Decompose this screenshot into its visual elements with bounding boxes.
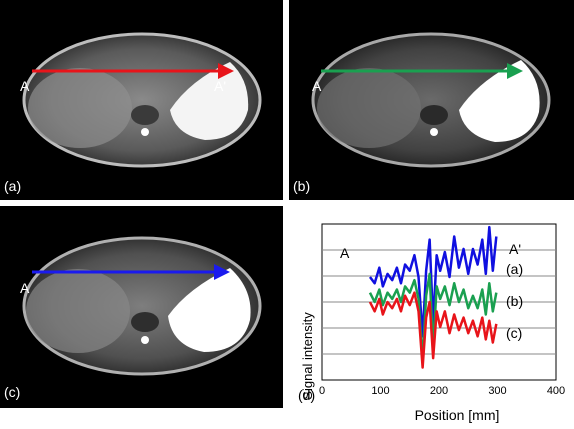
series-line-2	[368, 291, 498, 369]
series-labels: (a) (b) (c)	[506, 261, 523, 341]
x-tick-label: 300	[488, 385, 506, 397]
x-axis-label: Position [mm]	[415, 407, 500, 423]
y-axis-label: Signal intensity	[300, 312, 315, 400]
end-label-a: A'	[214, 78, 227, 94]
start-label-b: A	[312, 78, 322, 94]
abdomen-image-b	[311, 32, 551, 168]
arrow-head	[218, 63, 234, 79]
arrow-head	[507, 63, 523, 79]
chart-panel-label: (d)	[298, 387, 315, 403]
start-label-a: A	[20, 78, 30, 94]
mri-panel-c: A A' (c)	[0, 206, 283, 408]
chart-end-label: A'	[509, 241, 521, 257]
series-label-1: (b)	[506, 293, 523, 309]
chart-start-label: A	[340, 245, 350, 261]
x-tick-label: 200	[430, 385, 448, 397]
x-tick-labels: 0 100 200 300 400	[319, 385, 565, 397]
panel-label-c: (c)	[4, 384, 21, 400]
x-tick-label: 100	[371, 385, 389, 397]
chart-series	[368, 225, 498, 369]
x-tick-label: 400	[547, 385, 565, 397]
mri-panel-a: A A' (a)	[0, 0, 283, 200]
series-label-0: (a)	[506, 261, 523, 277]
end-label-c: A'	[212, 280, 225, 296]
mri-panel-b: A A' (b)	[289, 0, 574, 200]
signal-profile-chart: 0 100 200 300 400 Signal intensity Position …	[298, 223, 565, 423]
abdomen-image-c	[22, 236, 262, 376]
arrow-head	[214, 264, 230, 280]
panel-label-b: (b)	[293, 178, 311, 194]
end-label-b: A'	[503, 78, 516, 94]
abdomen-image-a	[22, 32, 262, 168]
x-tick-label: 0	[319, 385, 325, 397]
series-label-2: (c)	[506, 325, 522, 341]
panel-label-a: (a)	[4, 178, 22, 194]
start-label-c: A	[20, 280, 30, 296]
chart-grid	[321, 223, 557, 381]
